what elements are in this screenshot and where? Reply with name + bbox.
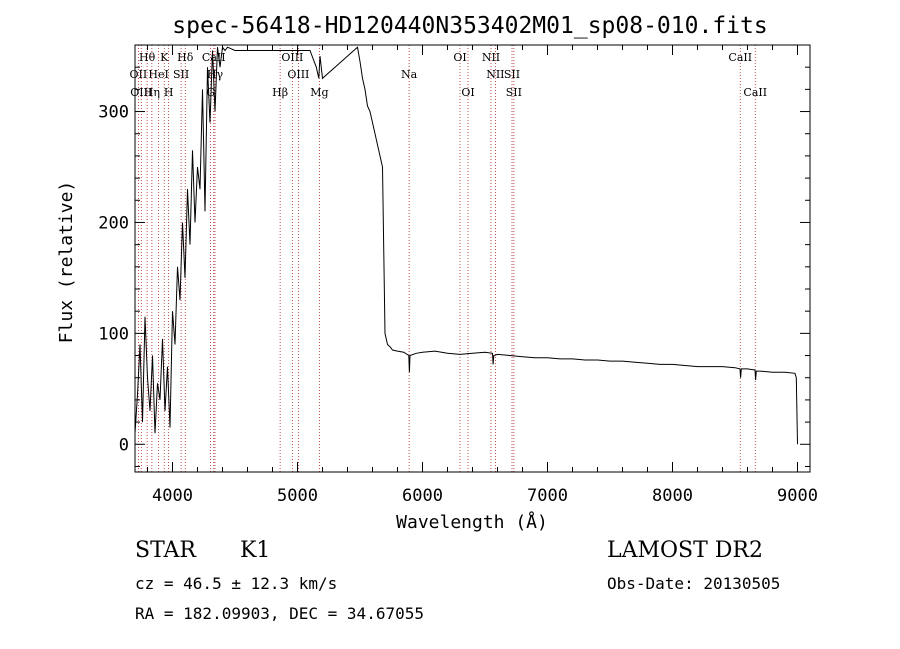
- line-marker-label: CaII: [728, 51, 752, 64]
- line-marker-label: K: [160, 51, 169, 64]
- y-axis-label: Flux (relative): [56, 181, 77, 344]
- x-tick-label: 7000: [527, 486, 568, 506]
- spectral-line-markers: [137, 45, 756, 472]
- x-tick-label: 5000: [277, 486, 318, 506]
- x-tick-label: 8000: [652, 486, 693, 506]
- chart-title: spec-56418-HD120440N353402M01_sp08-010.f…: [172, 13, 767, 39]
- line-marker-label: CaII: [743, 86, 767, 99]
- line-marker-label: Hδ: [177, 51, 194, 64]
- y-tick-label: 100: [98, 324, 129, 344]
- line-marker-label: Hη: [144, 86, 160, 99]
- axis-tick-labels: 4000 5000 6000 7000 8000 9000 0 100 200 300: [98, 103, 818, 506]
- y-tick-label: 300: [98, 103, 129, 123]
- line-marker-label: OI: [453, 51, 466, 64]
- line-marker-label: SII: [506, 86, 522, 99]
- line-marker-label: Hβ: [272, 86, 288, 99]
- line-marker-label: Hθ: [139, 51, 156, 64]
- line-marker-label: OIII: [281, 51, 303, 64]
- line-marker-label: NII: [486, 68, 504, 81]
- observation-date: Obs-Date: 20130505: [607, 574, 781, 593]
- x-tick-label: 9000: [777, 486, 818, 506]
- line-marker-label: OIII: [287, 68, 309, 81]
- x-axis-label: Wavelength (Å): [396, 511, 548, 533]
- spectral-line-labels: Hθ K Hδ CaII OIII OI NII CaII OII HeI SII Hγ OIII Na N…: [130, 51, 768, 99]
- line-marker-label: OII: [130, 68, 148, 81]
- coordinates: RA = 182.09903, DEC = 34.67055: [135, 604, 424, 623]
- line-marker-label: H: [164, 86, 174, 99]
- object-class: STAR: [135, 538, 196, 563]
- subclass: K1: [240, 538, 271, 563]
- line-marker-label: SII: [173, 68, 189, 81]
- line-marker-label: NII: [482, 51, 500, 64]
- line-marker-label: OI: [461, 86, 474, 99]
- plot-frame: [134, 44, 811, 473]
- spectrum-line: [134, 45, 798, 445]
- line-marker-label: Hγ: [207, 68, 224, 81]
- line-marker-label: Mg: [310, 86, 328, 99]
- axis-ticks: [135, 44, 810, 472]
- line-marker-label: SII: [504, 68, 520, 81]
- x-tick-label: 6000: [402, 486, 443, 506]
- line-marker-label: Na: [401, 68, 418, 81]
- y-tick-label: 200: [98, 213, 129, 233]
- redshift-velocity: cz = 46.5 ± 12.3 km/s: [135, 574, 338, 593]
- y-tick-label: 0: [119, 435, 129, 455]
- x-tick-label: 4000: [152, 486, 193, 506]
- line-marker-label: HeI: [148, 68, 168, 81]
- survey-name: LAMOST DR2: [607, 538, 763, 563]
